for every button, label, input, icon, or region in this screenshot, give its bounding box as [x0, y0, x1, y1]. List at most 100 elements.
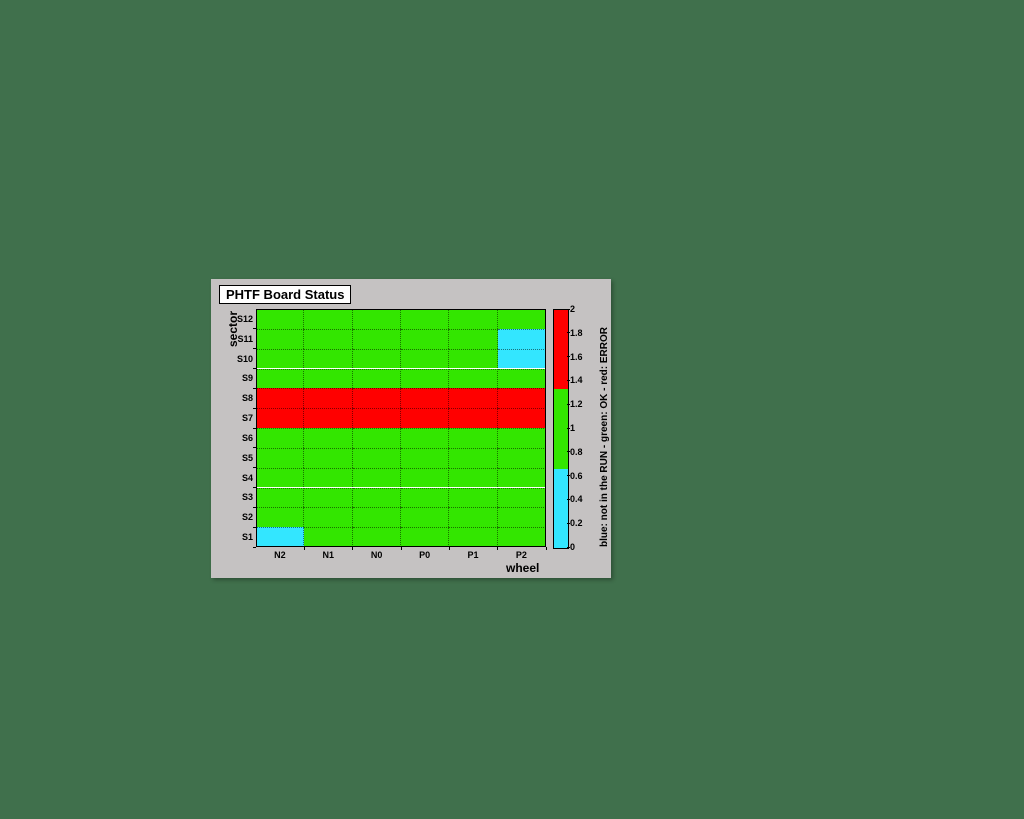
colorbar-segment: [554, 469, 568, 548]
heatmap-cell: [304, 329, 352, 349]
heatmap-cell: [498, 369, 546, 389]
heatmap-cell: [304, 507, 352, 527]
heatmap-cell: [449, 527, 497, 547]
heatmap-cell: [304, 408, 352, 428]
heatmap-cell: [498, 428, 546, 448]
y-tick-label: S8: [242, 393, 253, 403]
x-tick-mark: [304, 547, 305, 550]
heatmap-cell: [401, 488, 449, 508]
heatmap-cell: [353, 488, 401, 508]
heatmap-plot-area: [256, 309, 546, 547]
y-tick-label: S7: [242, 413, 253, 423]
heatmap-cell: [449, 468, 497, 488]
y-tick-label: S1: [242, 532, 253, 542]
heatmap-cell: [401, 468, 449, 488]
y-tick-mark: [253, 507, 256, 508]
heatmap-cell: [353, 527, 401, 547]
heatmap-cell: [353, 388, 401, 408]
heatmap-cell: [256, 309, 304, 329]
heatmap-cell: [304, 527, 352, 547]
colorbar-tick-label: 1.6: [570, 352, 583, 362]
heatmap-cell: [449, 488, 497, 508]
colorbar-tick-label: 0: [570, 542, 575, 552]
heatmap-cell: [401, 507, 449, 527]
heatmap-cell: [498, 527, 546, 547]
heatmap-cell: [304, 468, 352, 488]
y-tick-label: S6: [242, 433, 253, 443]
heatmap-cell: [304, 349, 352, 369]
y-tick-mark: [253, 428, 256, 429]
heatmap-cell: [304, 428, 352, 448]
heatmap-cell: [401, 369, 449, 389]
y-tick-mark: [253, 408, 256, 409]
y-tick-label: S11: [237, 334, 253, 344]
x-tick-mark: [401, 547, 402, 550]
colorbar-tick-label: 1: [570, 423, 575, 433]
y-tick-mark: [253, 467, 256, 468]
x-tick-label: N2: [274, 550, 286, 560]
heatmap-cell: [256, 369, 304, 389]
colorbar-tick-label: 2: [570, 304, 575, 314]
heatmap-cell: [498, 468, 546, 488]
colorbar-title: blue: not in the RUN - green: OK - red: …: [599, 327, 610, 547]
colorbar-tick-mark: [567, 356, 570, 357]
heatmap-cell: [449, 507, 497, 527]
heatmap-cell: [498, 309, 546, 329]
heatmap-cell: [256, 408, 304, 428]
heatmap-cell: [256, 448, 304, 468]
x-tick-label: P1: [468, 550, 479, 560]
y-tick-mark: [253, 388, 256, 389]
colorbar-tick-mark: [567, 451, 570, 452]
x-tick-label: P0: [419, 550, 430, 560]
colorbar-tick-mark: [567, 332, 570, 333]
heatmap-cell: [353, 329, 401, 349]
heatmap-cell: [401, 349, 449, 369]
heatmap-cell: [498, 388, 546, 408]
y-tick-mark: [253, 368, 256, 369]
heatmap-cell: [256, 388, 304, 408]
heatmap-cell: [353, 468, 401, 488]
colorbar-tick-mark: [567, 380, 570, 381]
y-tick-mark: [253, 447, 256, 448]
y-tick-mark: [253, 348, 256, 349]
x-tick-label: P2: [516, 550, 527, 560]
heatmap-cell: [449, 369, 497, 389]
heatmap-cell: [353, 507, 401, 527]
colorbar-tick-label: 0.2: [570, 518, 583, 528]
x-tick-label: N0: [371, 550, 383, 560]
chart-panel: PHTF Board Status sector wheel blue: not…: [211, 279, 611, 578]
heatmap-cell: [449, 448, 497, 468]
y-tick-mark: [253, 527, 256, 528]
colorbar-segment: [554, 389, 568, 470]
x-tick-mark: [497, 547, 498, 550]
heatmap-cell: [498, 507, 546, 527]
heatmap-cell: [401, 527, 449, 547]
colorbar: [553, 309, 569, 549]
heatmap-cell: [449, 309, 497, 329]
x-tick-label: N1: [323, 550, 335, 560]
x-axis-title: wheel: [506, 561, 539, 575]
heatmap-cell: [304, 369, 352, 389]
x-tick-mark: [546, 547, 547, 550]
heatmap-cell: [498, 349, 546, 369]
colorbar-tick-mark: [567, 547, 570, 548]
x-tick-mark: [352, 547, 353, 550]
y-tick-mark: [253, 328, 256, 329]
colorbar-segment: [554, 310, 568, 389]
heatmap-cell: [256, 488, 304, 508]
heatmap-cell: [304, 448, 352, 468]
heatmap-cell: [353, 349, 401, 369]
heatmap-cell: [401, 448, 449, 468]
heatmap-cell: [449, 329, 497, 349]
y-tick-mark: [253, 547, 256, 548]
heatmap-cell: [353, 428, 401, 448]
heatmap-cell: [304, 488, 352, 508]
colorbar-tick-mark: [567, 523, 570, 524]
heatmap-cell: [498, 408, 546, 428]
heatmap-cell: [304, 309, 352, 329]
colorbar-tick-label: 0.4: [570, 494, 583, 504]
x-tick-mark: [449, 547, 450, 550]
colorbar-tick-label: 1.4: [570, 375, 583, 385]
heatmap-cell: [353, 448, 401, 468]
heatmap-cell: [256, 468, 304, 488]
